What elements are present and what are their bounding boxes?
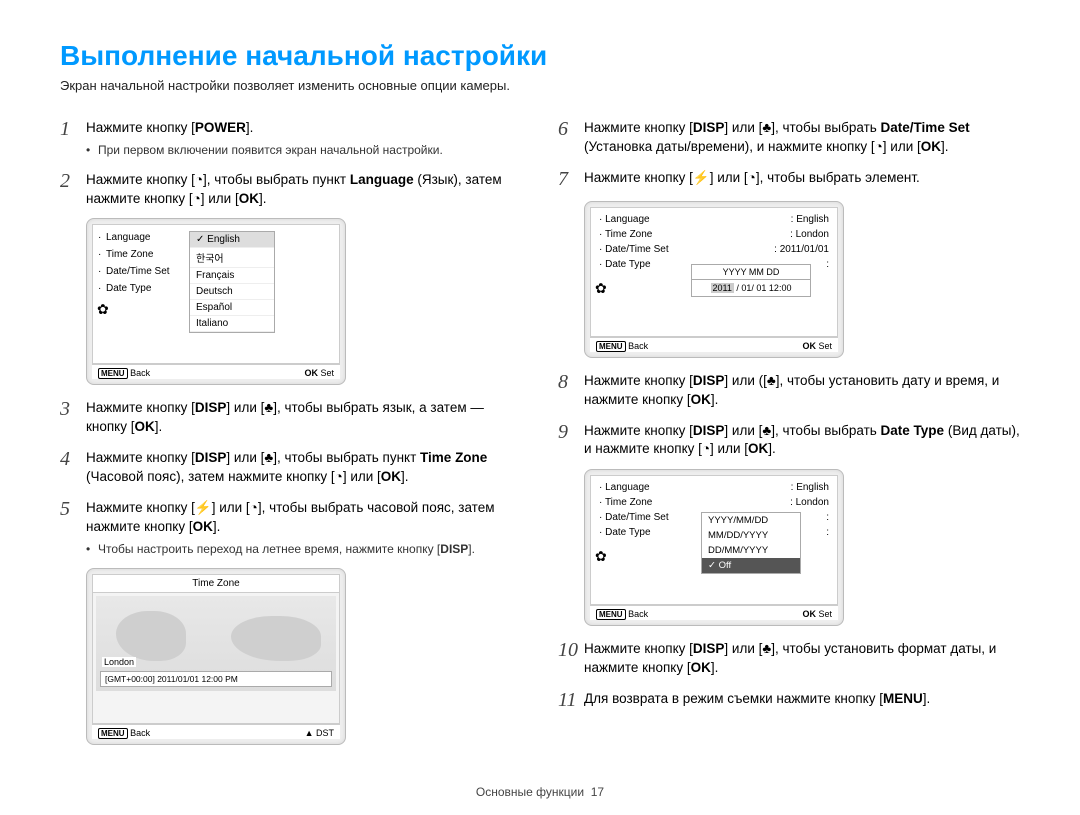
step-6: 6 Нажмите кнопку [DISP] или [♣], чтобы в… (558, 117, 1020, 157)
ok-icon: OK (802, 609, 816, 619)
popup-rest: / 01/ 01 12:00 (734, 283, 792, 293)
lcd-foot-dst: DST (316, 728, 334, 738)
step-subnote: Чтобы настроить переход на летнее время,… (86, 541, 522, 558)
lang-option: Français (190, 268, 274, 284)
gear-icon: ✿ (97, 301, 109, 318)
lcd-timezone: Time Zone London [GMT+00:00] 2011/01/01 … (86, 568, 346, 745)
gear-icon: ✿ (595, 280, 607, 297)
lcd-language: LanguageTime ZoneDate/Time SetDate Type … (86, 218, 346, 385)
step-number: 8 (558, 370, 584, 410)
step-number: 6 (558, 117, 584, 157)
lang-option: Deutsch (190, 284, 274, 300)
step-text: Нажмите кнопку [DISP] или [♣], чтобы выб… (584, 420, 1020, 460)
step-number: 9 (558, 420, 584, 460)
step-text: Нажмите кнопку [POWER].При первом включе… (86, 117, 522, 159)
datetype-popup: YYYY/MM/DDMM/DD/YYYYDD/MM/YYYYOff (701, 512, 801, 574)
step-subnote: При первом включении появится экран нача… (86, 142, 522, 159)
datetime-popup: YYYY MM DD 2011 / 01/ 01 12:00 (691, 264, 811, 297)
menu-item: Date/Time Set (98, 263, 170, 280)
lcd-foot-back: Back (628, 341, 648, 351)
gear-icon: ✿ (595, 548, 607, 565)
step-text: Нажмите кнопку [DISP] или [♣], чтобы выб… (86, 397, 522, 437)
step-text: Нажмите кнопку [⚡] или [◔], чтобы выбрат… (86, 497, 522, 558)
step-text: Нажмите кнопку [DISP] или [♣], чтобы выб… (86, 447, 522, 487)
lcd-foot-set: Set (818, 609, 832, 619)
lcd-foot-back: Back (130, 728, 150, 738)
menu-icon: MENU (596, 341, 626, 352)
datetype-option: DD/MM/YYYY (702, 543, 800, 558)
step-8: 8 Нажмите кнопку [DISP] или ([♣], чтобы … (558, 370, 1020, 410)
settings-row: LanguageEnglish (591, 212, 837, 227)
step-5: 5 Нажмите кнопку [⚡] или [◔], чтобы выбр… (60, 497, 522, 558)
lcd-datetype: LanguageEnglishTime ZoneLondonDate/Time … (584, 469, 844, 626)
step-7: 7 Нажмите кнопку [⚡] или [◔], чтобы выбр… (558, 167, 1020, 191)
left-column: 1 Нажмите кнопку [POWER].При первом вклю… (60, 117, 522, 757)
page-subtitle: Экран начальной настройки позволяет изме… (60, 78, 1020, 93)
settings-row: Time ZoneLondon (591, 227, 837, 242)
step-number: 1 (60, 117, 86, 159)
popup-header: YYYY MM DD (692, 265, 810, 280)
step-text: Нажмите кнопку [◔], чтобы выбрать пункт … (86, 169, 522, 209)
step-text: Нажмите кнопку [DISP] или ([♣], чтобы ус… (584, 370, 1020, 410)
step-text: Нажмите кнопку [DISP] или [♣], чтобы уст… (584, 638, 1020, 678)
menu-item: Date Type (98, 280, 170, 297)
lang-option: English (190, 232, 274, 248)
menu-icon: MENU (98, 728, 128, 739)
language-popup: English한국어FrançaisDeutschEspañolItaliano (189, 231, 275, 333)
lcd-datetime: LanguageEnglishTime ZoneLondonDate/Time … (584, 201, 844, 358)
step-text: Нажмите кнопку [DISP] или [♣], чтобы выб… (584, 117, 1020, 157)
step-10: 10 Нажмите кнопку [DISP] или [♣], чтобы … (558, 638, 1020, 678)
step-number: 2 (60, 169, 86, 209)
lang-option: Italiano (190, 316, 274, 332)
lcd-foot-back: Back (130, 368, 150, 378)
tz-band: [GMT+00:00] 2011/01/01 12:00 PM (100, 671, 332, 687)
lcd-foot-set: Set (818, 341, 832, 351)
page-title: Выполнение начальной настройки (60, 40, 1020, 72)
step-11: 11 Для возврата в режим съемки нажмите к… (558, 688, 1020, 712)
lcd-foot-set: Set (320, 368, 334, 378)
step-1: 1 Нажмите кнопку [POWER].При первом вклю… (60, 117, 522, 159)
step-number: 4 (60, 447, 86, 487)
menu-item: Language (98, 229, 170, 246)
popup-year-highlight: 2011 (711, 283, 734, 293)
lcd-foot-back: Back (628, 609, 648, 619)
ok-icon: OK (304, 368, 318, 378)
right-column: 6 Нажмите кнопку [DISP] или [♣], чтобы в… (558, 117, 1020, 757)
world-map-icon: London [GMT+00:00] 2011/01/01 12:00 PM (96, 596, 336, 691)
settings-row: LanguageEnglish (591, 480, 837, 495)
step-number: 5 (60, 497, 86, 558)
datetype-option: Off (702, 558, 800, 573)
step-text: Нажмите кнопку [⚡] или [◔], чтобы выбрат… (584, 167, 1020, 191)
step-number: 7 (558, 167, 584, 191)
settings-row: Time ZoneLondon (591, 495, 837, 510)
step-3: 3 Нажмите кнопку [DISP] или [♣], чтобы в… (60, 397, 522, 437)
step-number: 3 (60, 397, 86, 437)
datetype-option: MM/DD/YYYY (702, 528, 800, 543)
lang-option: Español (190, 300, 274, 316)
lang-option: 한국어 (190, 248, 274, 268)
step-9: 9 Нажмите кнопку [DISP] или [♣], чтобы в… (558, 420, 1020, 460)
tz-title: Time Zone (93, 575, 339, 593)
step-number: 10 (558, 638, 584, 678)
step-4: 4 Нажмите кнопку [DISP] или [♣], чтобы в… (60, 447, 522, 487)
step-2: 2 Нажмите кнопку [◔], чтобы выбрать пунк… (60, 169, 522, 209)
menu-icon: MENU (98, 368, 128, 379)
menu-icon: MENU (596, 609, 626, 620)
ok-icon: OK (802, 341, 816, 351)
settings-row: Date/Time Set2011/01/01 (591, 242, 837, 257)
menu-item: Time Zone (98, 246, 170, 263)
tz-city: London (102, 657, 136, 667)
step-text: Для возврата в режим съемки нажмите кноп… (584, 688, 1020, 712)
datetype-option: YYYY/MM/DD (702, 513, 800, 528)
page-footer: Основные функции 17 (0, 785, 1080, 799)
step-number: 11 (558, 688, 584, 712)
up-icon: ▲ (305, 728, 314, 738)
